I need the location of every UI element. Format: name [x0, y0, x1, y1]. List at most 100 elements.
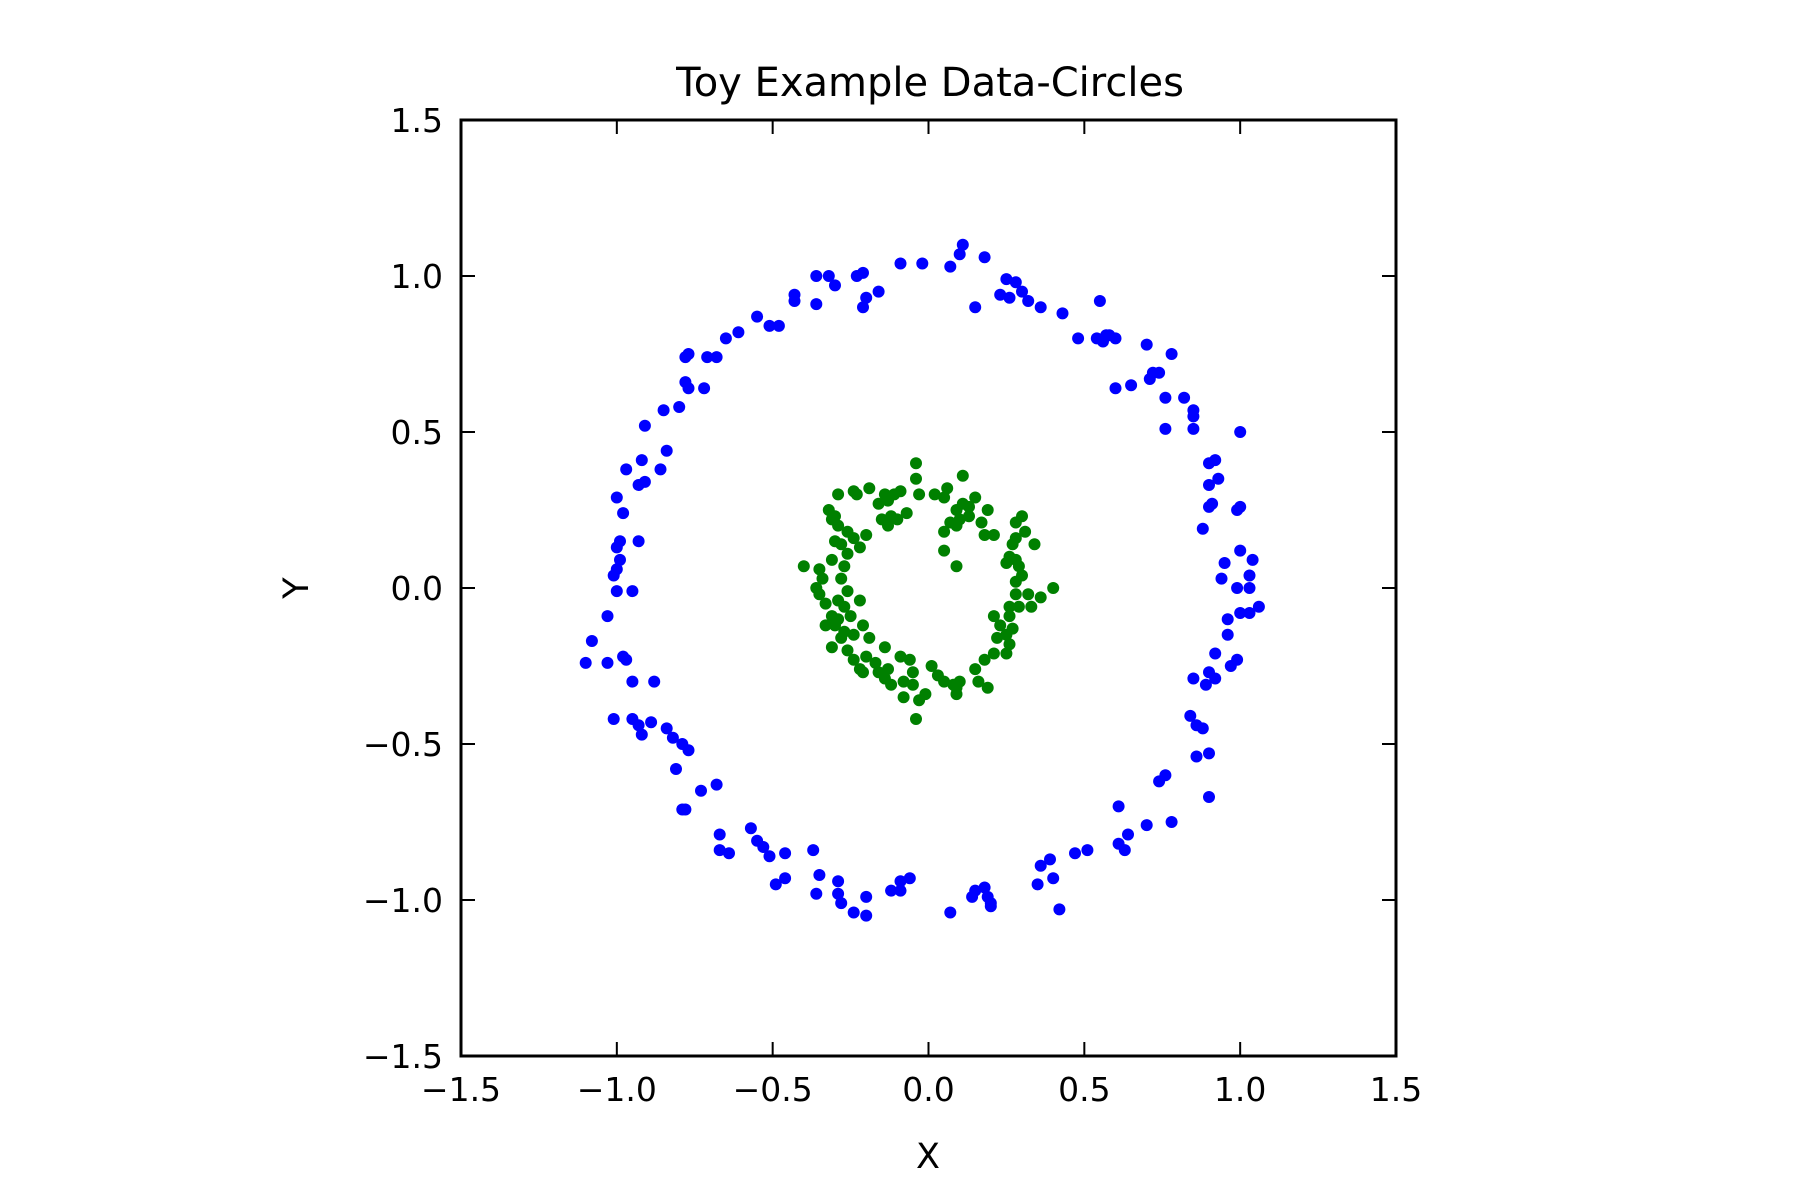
data-point-series-0	[682, 382, 695, 395]
data-point-series-0	[632, 479, 645, 491]
data-point-series-0	[620, 463, 633, 476]
chart-title: Toy Example Data-Circles	[675, 60, 1184, 106]
y-tick-label: −0.5	[363, 725, 443, 764]
data-point-series-0	[885, 884, 898, 897]
y-tick-label: 1.5	[391, 101, 443, 140]
data-point-series-0	[648, 675, 661, 688]
data-point-series-0	[1184, 709, 1197, 722]
data-point-series-0	[1072, 332, 1085, 345]
data-point-series-0	[1044, 853, 1056, 866]
data-point-series-0	[710, 351, 723, 364]
data-point-series-0	[1159, 769, 1172, 782]
data-point-series-0	[1069, 847, 1081, 860]
data-point-series-1	[1003, 600, 1016, 613]
data-point-series-0	[1009, 276, 1022, 289]
x-tick-label: 1.0	[1214, 1070, 1266, 1109]
data-point-series-1	[863, 631, 876, 644]
data-point-series-0	[763, 850, 776, 863]
x-axis-label: X	[916, 1137, 940, 1177]
data-point-series-0	[607, 713, 620, 725]
data-point-series-0	[813, 869, 826, 881]
data-point-series-1	[819, 597, 832, 610]
data-point-series-0	[894, 875, 907, 888]
data-point-series-0	[682, 744, 695, 757]
data-point-series-0	[916, 257, 929, 270]
data-point-series-0	[1003, 291, 1016, 304]
data-point-series-1	[963, 510, 975, 523]
data-point-series-0	[1234, 426, 1247, 438]
data-point-series-0	[626, 675, 639, 688]
data-point-series-0	[944, 906, 957, 919]
data-point-series-0	[1199, 678, 1212, 691]
data-point-series-1	[885, 678, 898, 691]
data-points	[579, 238, 1265, 922]
data-point-series-1	[938, 544, 951, 557]
data-point-series-1	[972, 675, 985, 688]
data-point-series-0	[666, 731, 679, 744]
data-point-series-0	[779, 872, 792, 885]
data-point-series-1	[860, 529, 873, 541]
data-point-series-0	[719, 332, 732, 345]
data-point-series-0	[1159, 422, 1172, 435]
data-point-series-1	[950, 504, 963, 516]
data-point-series-0	[632, 535, 645, 548]
data-point-series-0	[847, 906, 860, 919]
data-point-series-0	[835, 897, 848, 910]
data-point-series-1	[1028, 538, 1041, 551]
data-point-series-1	[950, 519, 963, 532]
data-point-series-0	[1100, 329, 1113, 342]
data-point-series-0	[1243, 569, 1256, 582]
data-point-series-1	[956, 469, 969, 482]
y-tick-label: 1.0	[391, 257, 443, 296]
data-point-series-0	[1234, 607, 1247, 619]
data-point-series-0	[1178, 391, 1191, 404]
data-point-series-0	[1209, 672, 1222, 685]
y-tick-label: 0.5	[391, 413, 443, 452]
data-point-series-1	[981, 504, 994, 516]
data-point-series-1	[1022, 588, 1035, 601]
data-point-series-0	[860, 890, 873, 903]
data-point-series-1	[975, 516, 988, 529]
data-point-series-0	[1090, 332, 1103, 345]
data-point-series-1	[938, 525, 951, 538]
data-point-series-1	[894, 650, 907, 663]
data-point-series-0	[1056, 307, 1069, 320]
data-point-series-0	[1252, 600, 1265, 613]
data-point-series-0	[610, 541, 623, 554]
data-point-series-1	[835, 631, 848, 644]
data-point-series-1	[897, 691, 910, 704]
data-point-series-0	[670, 763, 682, 775]
data-point-series-0	[1125, 379, 1138, 392]
data-point-series-0	[617, 507, 630, 520]
data-point-series-0	[607, 569, 620, 582]
data-point-series-0	[1022, 295, 1035, 307]
data-point-series-1	[838, 560, 851, 573]
data-point-series-0	[772, 319, 785, 332]
data-point-series-1	[853, 594, 866, 607]
y-tick-label: 0.0	[391, 569, 443, 608]
data-point-series-0	[1187, 672, 1200, 685]
data-point-series-0	[894, 884, 907, 897]
data-point-series-0	[978, 251, 991, 264]
data-point-series-1	[941, 482, 954, 495]
data-point-series-1	[938, 675, 951, 688]
data-point-series-1	[1003, 610, 1016, 623]
data-point-series-0	[1165, 348, 1178, 360]
data-point-series-1	[938, 491, 951, 504]
data-point-series-1	[906, 678, 919, 691]
data-point-series-1	[950, 681, 963, 694]
data-point-series-1	[816, 572, 829, 585]
data-point-series-0	[953, 248, 966, 261]
data-point-series-1	[1034, 591, 1047, 604]
data-point-series-1	[900, 507, 913, 520]
data-point-series-0	[1209, 647, 1222, 660]
data-point-series-0	[732, 326, 745, 339]
plot-area-frame	[459, 118, 1398, 1058]
data-point-series-0	[956, 238, 969, 251]
data-point-series-0	[610, 585, 623, 598]
data-point-series-0	[1081, 844, 1094, 857]
data-point-series-1	[847, 628, 860, 641]
data-point-series-1	[847, 485, 860, 498]
data-point-series-0	[701, 351, 714, 364]
y-tick-labels: −1.5 −1.0 −0.5 0.0 0.5 1.0 1.5	[363, 101, 443, 1076]
